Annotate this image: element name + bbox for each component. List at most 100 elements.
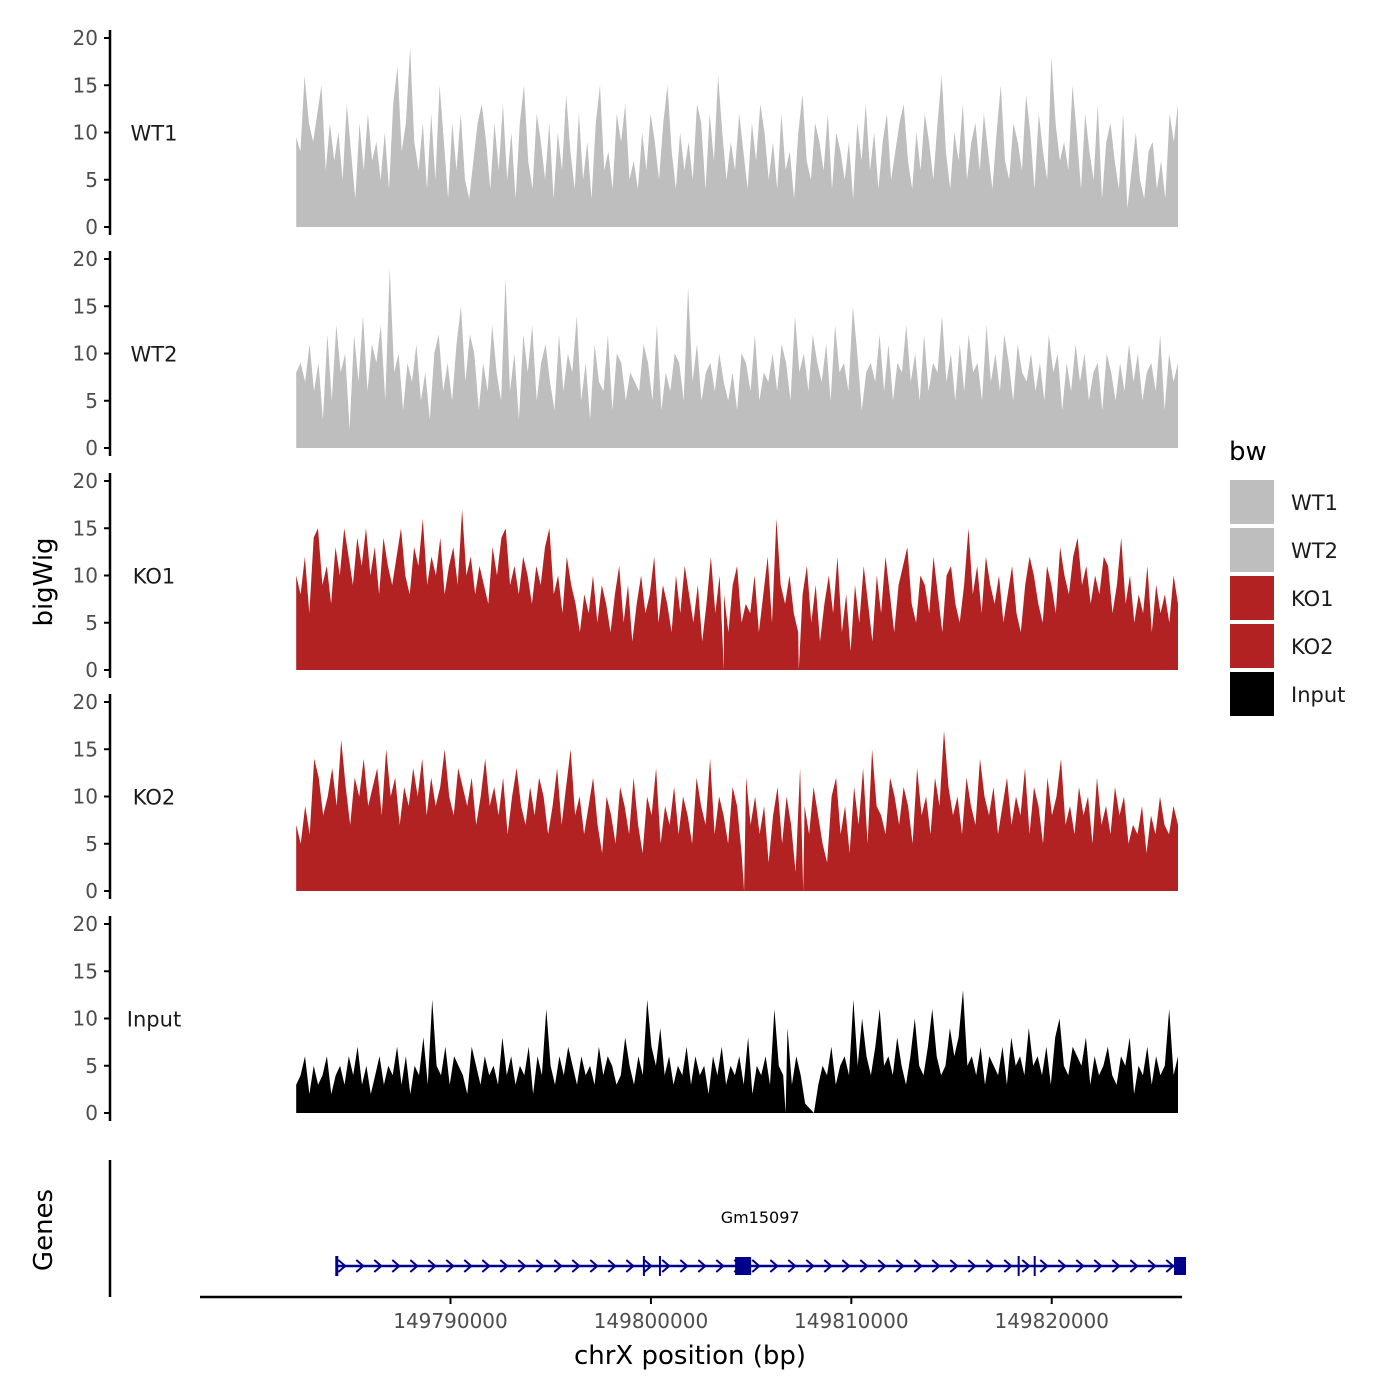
strand-arrow	[373, 1259, 383, 1273]
y-tick-label-input-10: 10	[73, 1007, 98, 1031]
track-input: 0 5 10 15 20 Input	[73, 912, 1178, 1125]
track-wt2: 0 5 10 15 20 WT2	[73, 247, 1178, 460]
track-label-wt2: WT2	[131, 343, 178, 367]
x-tick-label-149820000: 149820000	[994, 1309, 1109, 1333]
signal-area-ko2	[296, 730, 1178, 891]
y-tick-label-ko1-5: 5	[85, 611, 98, 635]
strand-arrow	[967, 1259, 977, 1273]
y-tick-label-wt2-10: 10	[73, 342, 98, 366]
legend-label-wt2: WT2	[1291, 539, 1338, 563]
strand-arrow	[337, 1259, 347, 1273]
strand-arrow	[607, 1259, 617, 1273]
legend-swatch-wt2	[1230, 528, 1274, 572]
y-tick-label-ko1-20: 20	[73, 469, 98, 493]
y-tick-label-wt2-20: 20	[73, 247, 98, 271]
y-tick-label-input-5: 5	[85, 1054, 98, 1078]
strand-arrow	[697, 1259, 707, 1273]
legend-label-wt1: WT1	[1291, 491, 1338, 515]
y-tick-label-input-0: 0	[85, 1101, 98, 1125]
y-tick-label-wt2-5: 5	[85, 389, 98, 413]
strand-arrow	[679, 1259, 689, 1273]
strand-arrow	[1039, 1259, 1049, 1273]
x-tick-label-149790000: 149790000	[393, 1309, 508, 1333]
strand-arrow	[859, 1259, 869, 1273]
strand-arrow	[481, 1259, 491, 1273]
y-tick-label-ko1-15: 15	[73, 516, 98, 540]
track-ko1: 0 5 10 15 20 KO1	[73, 469, 1178, 682]
legend: bw WT1 WT2 KO1 KO2 Input	[1229, 437, 1345, 716]
y-tick-label-wt1-20: 20	[73, 26, 98, 50]
legend-swatch-wt1	[1230, 480, 1274, 524]
strand-arrow	[1093, 1259, 1103, 1273]
strand-arrow	[823, 1259, 833, 1273]
strand-arrow	[787, 1259, 797, 1273]
gene-label: Gm15097	[721, 1208, 800, 1227]
strand-arrow	[805, 1259, 815, 1273]
track-ko2: 0 5 10 15 20 KO2	[73, 690, 1178, 903]
y-tick-label-wt1-0: 0	[85, 215, 98, 239]
strand-arrow	[949, 1259, 959, 1273]
x-axis: 149790000 149800000 149810000 149820000	[200, 1295, 1182, 1333]
legend-label-input: Input	[1291, 683, 1345, 707]
exon-0	[335, 1256, 339, 1276]
y-tick-label-wt1-15: 15	[73, 73, 98, 97]
strand-arrow	[409, 1259, 419, 1273]
strand-arrow	[589, 1259, 599, 1273]
strand-arrow	[553, 1259, 563, 1273]
x-tick-label-149800000: 149800000	[594, 1309, 709, 1333]
strand-arrow	[1111, 1259, 1121, 1273]
y-tick-label-ko2-10: 10	[73, 785, 98, 809]
signal-area-wt1	[296, 47, 1178, 227]
y-tick-label-wt2-0: 0	[85, 436, 98, 460]
strand-arrow	[715, 1259, 725, 1273]
gene-gm15097: Gm15097	[335, 1208, 1187, 1276]
exon-2	[658, 1256, 661, 1276]
strand-arrow	[931, 1259, 941, 1273]
strand-arrow	[571, 1259, 581, 1273]
strand-arrow	[355, 1259, 365, 1273]
strand-arrow	[985, 1259, 995, 1273]
signal-area-input	[296, 990, 1178, 1113]
strand-arrow	[877, 1259, 887, 1273]
signal-area-wt2	[296, 268, 1178, 448]
y-tick-label-ko2-5: 5	[85, 832, 98, 856]
y-tick-label-wt1-10: 10	[73, 121, 98, 145]
strand-arrow	[841, 1259, 851, 1273]
genes-track: Gm15097	[108, 1160, 1187, 1297]
exon-4	[1017, 1256, 1020, 1276]
y-tick-label-ko2-0: 0	[85, 879, 98, 903]
legend-title: bw	[1229, 437, 1267, 467]
track-label-wt1: WT1	[131, 122, 178, 146]
strand-arrow	[751, 1259, 761, 1273]
signal-area-ko1	[296, 509, 1178, 670]
strand-arrow	[769, 1259, 779, 1273]
y-tick-label-ko1-0: 0	[85, 658, 98, 682]
strand-arrow	[427, 1259, 437, 1273]
genes-axis-title: Genes	[29, 1189, 59, 1271]
legend-label-ko2: KO2	[1291, 635, 1334, 659]
strand-arrow	[913, 1259, 923, 1273]
x-axis-title: chrX position (bp)	[574, 1341, 806, 1371]
track-label-input: Input	[127, 1008, 181, 1032]
legend-swatch-ko1	[1230, 576, 1274, 620]
strand-arrow	[625, 1259, 635, 1273]
strand-arrow	[1075, 1259, 1085, 1273]
legend-swatch-input	[1230, 672, 1274, 716]
strand-arrow	[391, 1259, 401, 1273]
strand-arrow	[1003, 1259, 1013, 1273]
y-axis-title: bigWig	[29, 537, 59, 626]
track-label-ko1: KO1	[133, 565, 176, 589]
y-tick-label-ko1-10: 10	[73, 564, 98, 588]
exon-6	[1173, 1257, 1187, 1275]
strand-arrow	[1165, 1259, 1175, 1273]
track-wt1: 0 5 10 15 20 WT1	[73, 26, 1178, 239]
strand-arrow	[1129, 1259, 1139, 1273]
y-tick-label-wt2-15: 15	[73, 294, 98, 318]
legend-label-ko1: KO1	[1291, 587, 1334, 611]
x-tick-label-149810000: 149810000	[794, 1309, 909, 1333]
y-tick-label-input-20: 20	[73, 912, 98, 936]
strand-arrow	[895, 1259, 905, 1273]
strand-arrow	[445, 1259, 455, 1273]
exon-5	[1033, 1256, 1036, 1276]
